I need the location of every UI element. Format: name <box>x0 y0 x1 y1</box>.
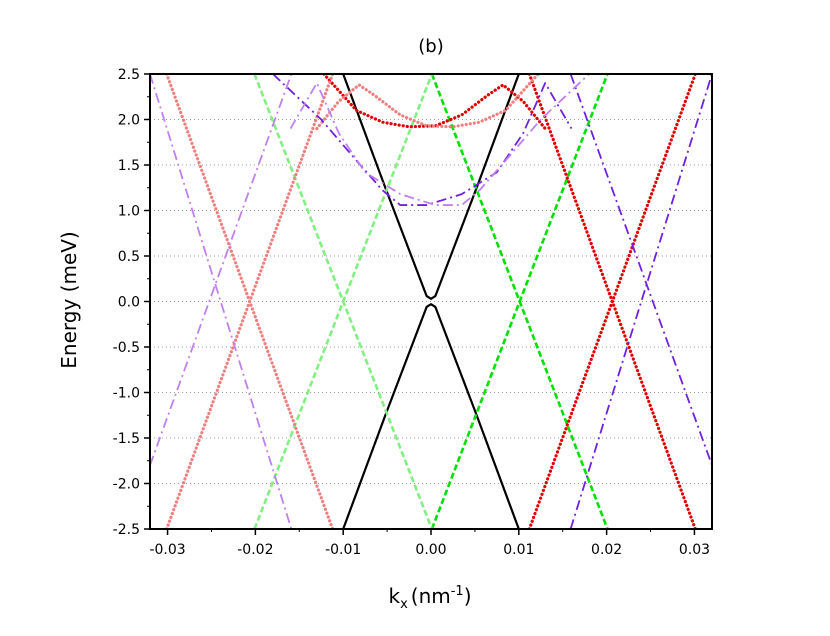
series-2-line-1 <box>253 74 434 529</box>
x-tick-label-2: -0.01 <box>325 542 361 558</box>
series-6-line-2 <box>289 74 590 206</box>
y-tick-label-3: 1.0 <box>118 204 140 220</box>
y-tick-label-4: 0.5 <box>118 249 140 265</box>
y-tick-label-5: 0.0 <box>118 295 140 311</box>
x-axis-title-unit: (nm <box>411 584 451 608</box>
series-0-line-1 <box>342 303 520 529</box>
chart-title: (b) <box>418 36 443 57</box>
series-5-line-1 <box>569 74 712 466</box>
series-3-line-1 <box>527 74 697 529</box>
gridlines <box>150 73 712 530</box>
x-tick-label-1: -0.02 <box>237 542 273 558</box>
x-axis-title-sub: x <box>400 597 408 612</box>
y-axis: 2.5 2.0 1.5 1.0 0.5 0.0 -0.5 -1.0 -1.5 -2.0 -2.5 <box>113 67 150 538</box>
series-layer <box>150 74 712 529</box>
x-axis-title-sup: -1 <box>451 584 464 599</box>
series-2 <box>253 74 434 529</box>
y-tick-label-10: -2.5 <box>113 522 140 538</box>
x-axis-title-base: k <box>388 584 400 608</box>
series-5-line-2 <box>272 74 573 206</box>
series-4-line-1 <box>165 74 335 529</box>
x-axis-title: kx (nm-1) <box>388 584 471 612</box>
series-4-line-2 <box>315 74 540 131</box>
y-tick-label-2: 1.5 <box>118 158 140 174</box>
y-tick-label-9: -2.0 <box>113 477 140 493</box>
series-0-line-0 <box>342 74 520 300</box>
x-tick-label-0: -0.03 <box>149 542 185 558</box>
series-4 <box>165 74 540 529</box>
series-6 <box>150 74 590 529</box>
x-axis-title-close: ) <box>464 584 472 608</box>
x-tick-label-6: 0.03 <box>679 542 710 558</box>
x-tick-label-4: 0.01 <box>503 542 534 558</box>
series-5 <box>272 74 712 529</box>
y-tick-label-0: 2.5 <box>118 67 140 83</box>
y-tick-label-1: 2.0 <box>118 113 140 129</box>
x-tick-label-5: 0.02 <box>591 542 622 558</box>
series-3-line-2 <box>322 74 547 131</box>
series-1-line-1 <box>430 74 609 529</box>
series-6-line-0 <box>150 74 293 466</box>
y-tick-label-8: -1.5 <box>113 431 140 447</box>
series-1 <box>430 74 609 529</box>
y-axis-title: Energy (meV) <box>57 231 81 368</box>
y-tick-label-7: -1.0 <box>113 386 140 402</box>
x-tick-label-3: 0.00 <box>415 542 446 558</box>
x-axis: -0.03 -0.02 -0.01 0.00 0.01 0.02 0.03 <box>149 529 710 558</box>
y-tick-label-6: -0.5 <box>113 340 140 356</box>
series-3 <box>322 74 697 529</box>
